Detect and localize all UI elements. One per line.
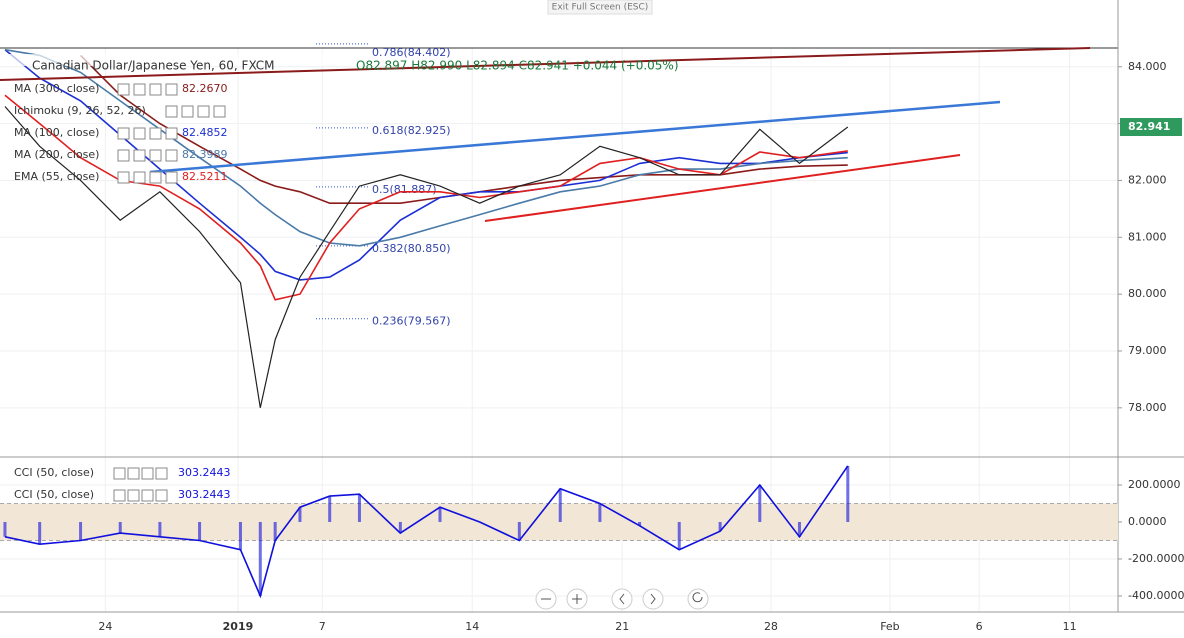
cci-legend-name: CCI (50, close) [14, 466, 94, 479]
legend-icon [117, 83, 130, 96]
y-tick-label: 84.000 [1128, 60, 1167, 73]
legend-icon [117, 149, 130, 162]
symbol-title: Canadian Dollar/Japanese Yen, 60, FXCM [32, 59, 275, 73]
trend-line [149, 100, 1001, 174]
legend-icon [165, 83, 178, 96]
fib-label: 0.5(81.887) [372, 183, 437, 196]
legend-icon [149, 83, 162, 96]
legend-icon [133, 149, 146, 162]
x-tick-label: 14 [465, 620, 479, 633]
ma-line [4, 49, 848, 281]
legend-icon [113, 467, 126, 480]
legend-icon [133, 171, 146, 184]
x-tick-label: 21 [615, 620, 629, 633]
legend-icon [213, 105, 226, 118]
x-tick-label: 11 [1063, 620, 1077, 633]
x-tick-label: 7 [319, 620, 326, 633]
legend-icon [149, 149, 162, 162]
x-tick-label: Feb [880, 620, 899, 633]
fib-label: 0.382(80.850) [372, 242, 451, 255]
legend-value: 82.2670 [182, 82, 228, 95]
x-tick-label: 24 [98, 620, 112, 633]
legend-value: 82.3989 [182, 148, 228, 161]
ohlc: O82.897 H82.990 L82.894 C82.941 +0.044 (… [356, 59, 679, 73]
legend-icon [165, 105, 178, 118]
legend-name: EMA (55, close) [14, 170, 99, 183]
y-tick-label: 81.000 [1128, 230, 1167, 243]
legend-value: 82.4852 [182, 126, 228, 139]
x-tick-label: 28 [764, 620, 778, 633]
legend-icon [197, 105, 210, 118]
scroll-right-button[interactable] [642, 588, 664, 610]
legend-icon [181, 105, 194, 118]
legend-name: MA (200, close) [14, 148, 99, 161]
legend-icon [155, 467, 168, 480]
cci-legend-name: CCI (50, close) [14, 488, 94, 501]
y-tick-label: 78.000 [1128, 401, 1167, 414]
icon [692, 592, 703, 603]
y-tick-label: 79.000 [1128, 344, 1167, 357]
price-label: 82.941 [1128, 120, 1170, 133]
legend-icon [141, 489, 154, 502]
legend-icon [133, 83, 146, 96]
y-tick-label: -400.0000 [1128, 589, 1184, 602]
icon [572, 594, 582, 604]
y-tick-label: 82.000 [1128, 173, 1167, 186]
x-tick-label: 2019 [223, 620, 254, 633]
x-tick-label: 6 [976, 620, 983, 633]
zoom-controls [535, 588, 709, 610]
legend-icon [165, 127, 178, 140]
legend-icon [149, 127, 162, 140]
icon [650, 593, 656, 605]
cci-legend-value: 303.2443 [178, 466, 231, 479]
fib-label: 0.236(79.567) [372, 315, 451, 328]
price-label-box [1120, 118, 1182, 137]
fib-label: 0.786(84.402) [372, 46, 451, 59]
legend-icon [149, 171, 162, 184]
y-tick-label: 200.0000 [1128, 478, 1181, 491]
legend-icon [133, 127, 146, 140]
cci-line [4, 465, 849, 599]
legend-icon [165, 171, 178, 184]
legend-icon [117, 171, 130, 184]
trend-line [0, 47, 1091, 81]
exit-button[interactable] [547, 0, 653, 15]
legend-value: 82.5211 [182, 170, 228, 183]
legend-icon [127, 489, 140, 502]
legend-name: MA (300, close) [14, 82, 99, 95]
cci-legend-value: 303.2443 [178, 488, 231, 501]
y-tick-label: 80.000 [1128, 287, 1167, 300]
legend-icon [165, 149, 178, 162]
icon [619, 593, 625, 605]
legend-icon [113, 489, 126, 502]
y-tick-label: 0.0000 [1128, 515, 1167, 528]
trend-line [484, 154, 961, 222]
legend-icon [117, 127, 130, 140]
legend-icon [127, 467, 140, 480]
ma-line [4, 48, 848, 247]
legend-name: Ichimoku (9, 26, 52, 26) [14, 104, 146, 117]
legend-icon [141, 467, 154, 480]
ma-line [4, 94, 848, 301]
scroll-left-button[interactable] [611, 588, 633, 610]
price-line [4, 106, 849, 408]
legend-name: MA (100, close) [14, 126, 99, 139]
fib-label: 0.618(82.925) [372, 124, 451, 137]
legend-icon [155, 489, 168, 502]
reset-button[interactable] [687, 588, 709, 610]
y-tick-label: -200.0000 [1128, 552, 1184, 565]
legend-back [4, 54, 334, 66]
exit-label[interactable]: Exit Full Screen (ESC) [552, 3, 649, 13]
